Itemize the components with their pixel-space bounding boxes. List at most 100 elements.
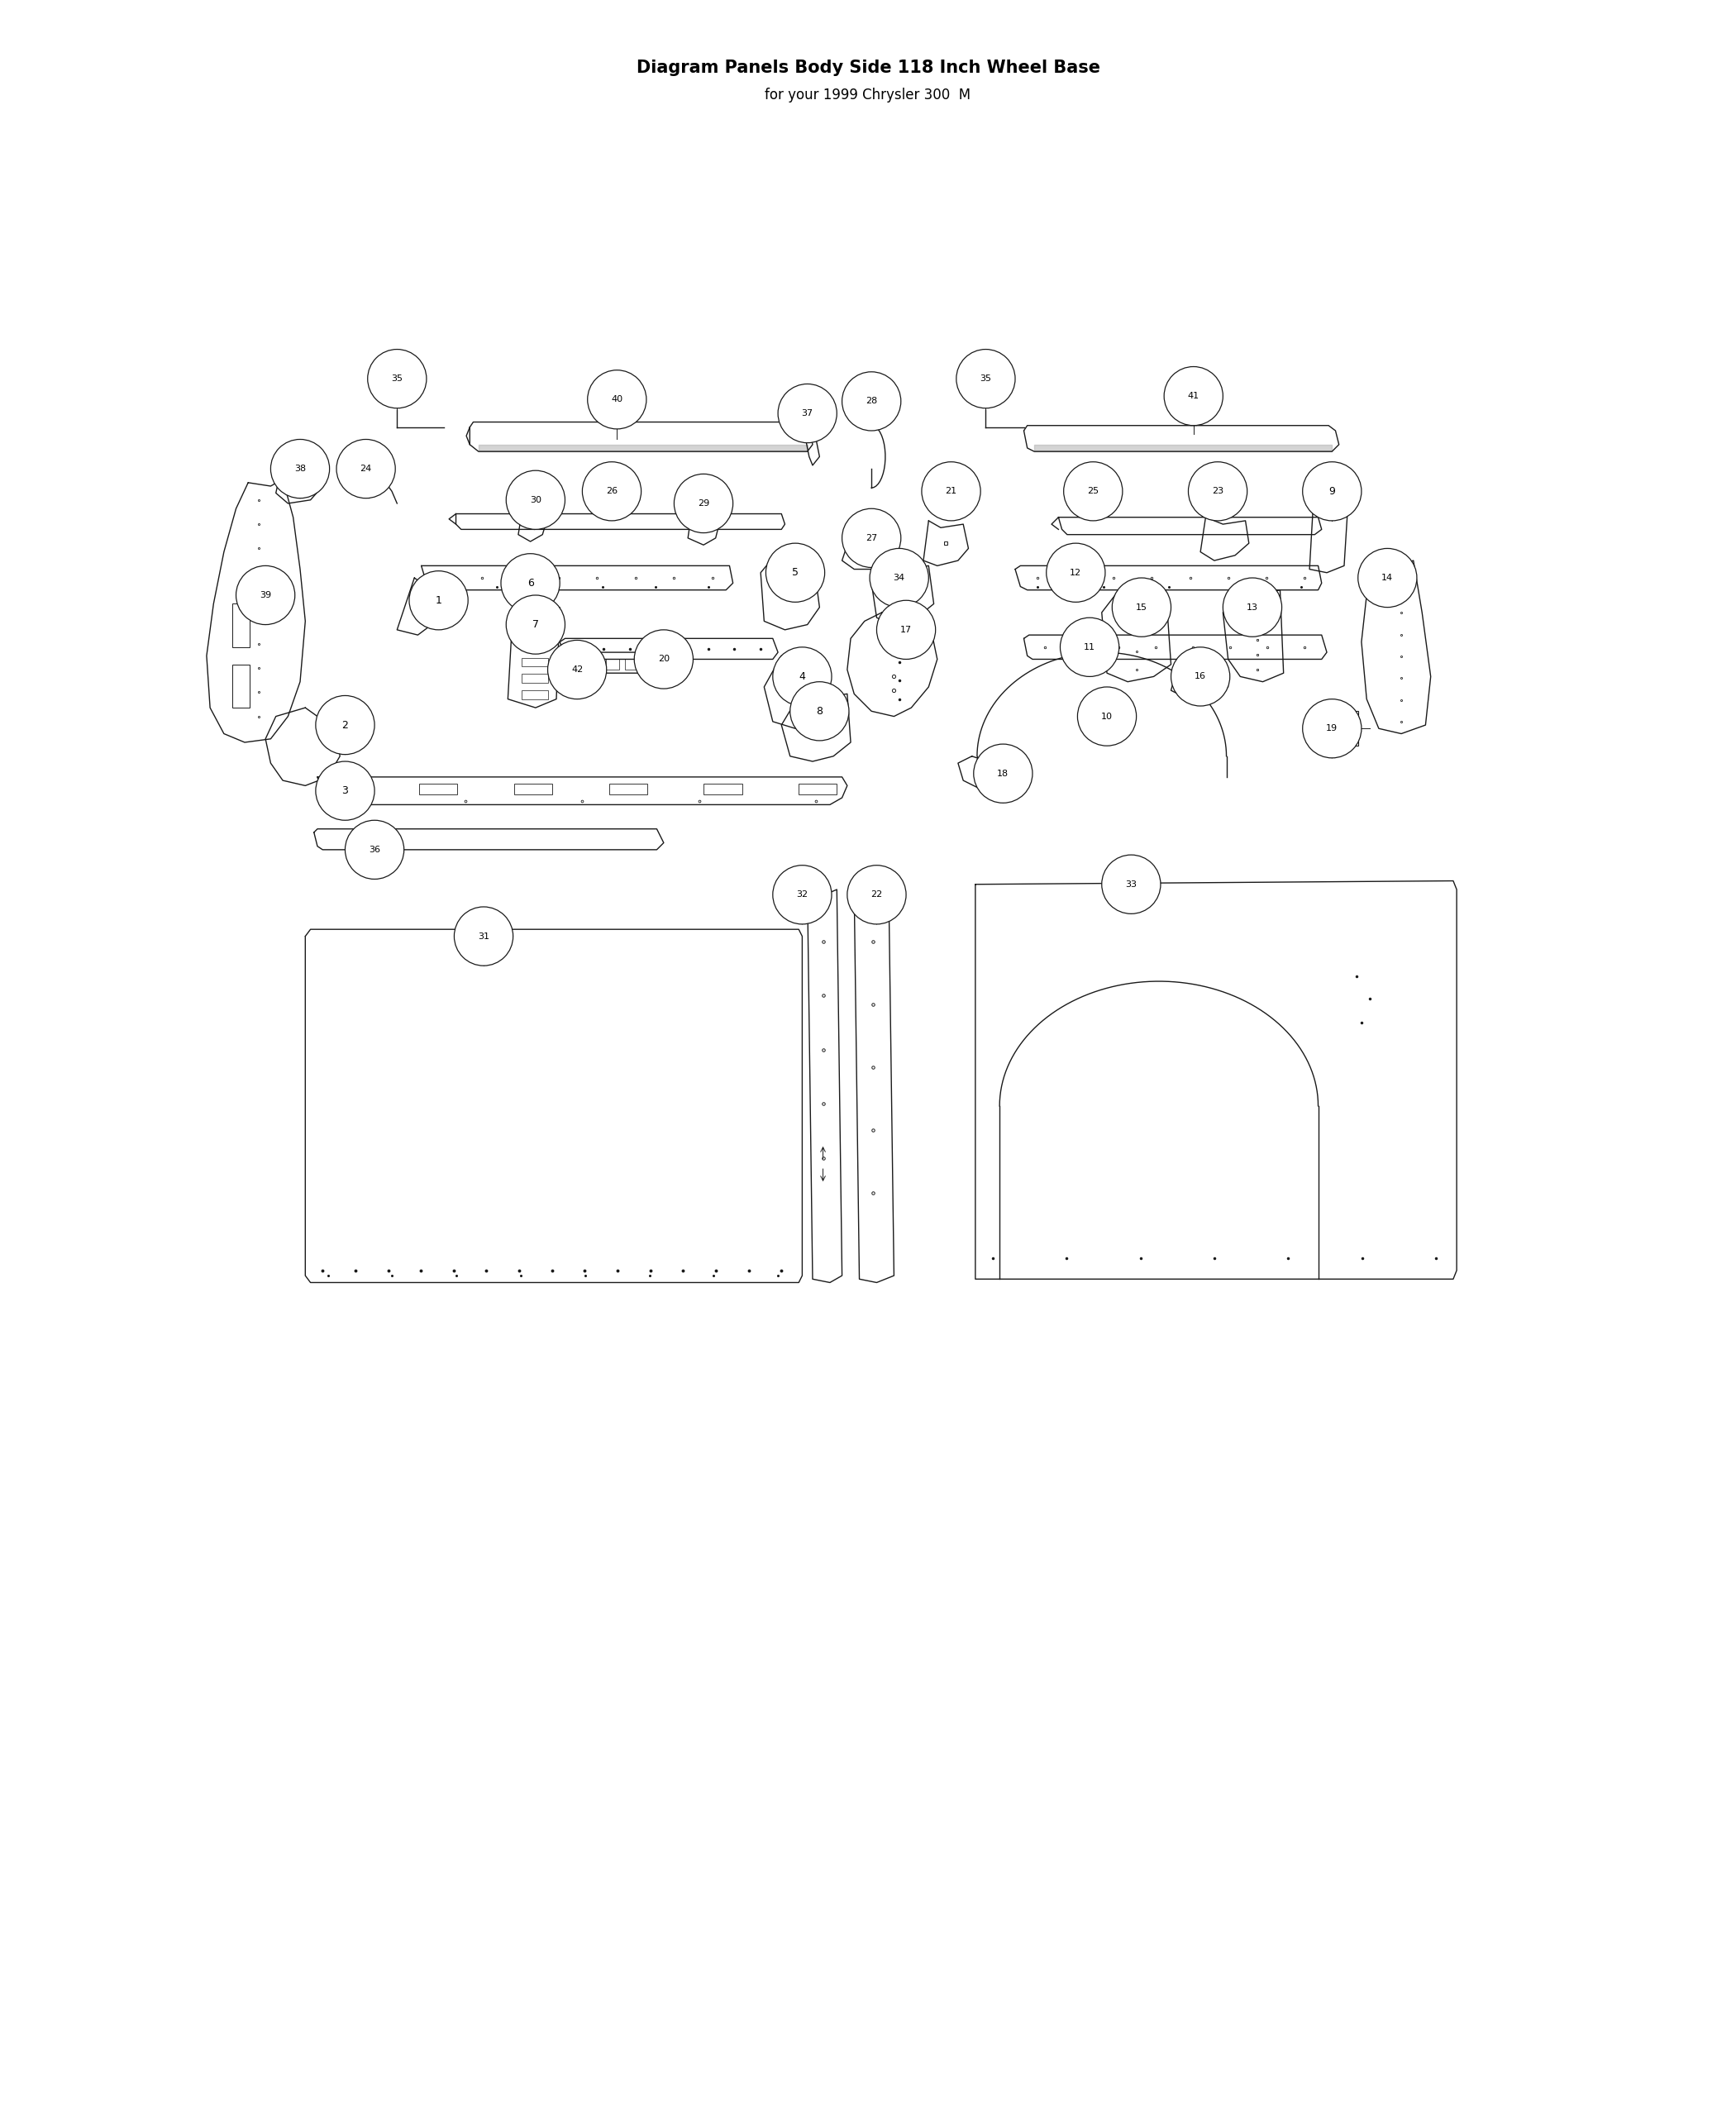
Circle shape (1113, 578, 1172, 637)
Circle shape (773, 647, 832, 706)
Circle shape (1302, 700, 1361, 759)
Circle shape (1064, 462, 1123, 521)
Circle shape (1165, 367, 1222, 426)
Text: 22: 22 (871, 890, 882, 898)
Circle shape (766, 544, 825, 603)
FancyBboxPatch shape (523, 658, 547, 666)
Text: 35: 35 (391, 375, 403, 384)
Text: 34: 34 (894, 573, 904, 582)
FancyBboxPatch shape (799, 784, 837, 795)
Circle shape (345, 820, 404, 879)
FancyBboxPatch shape (1321, 719, 1351, 740)
Text: 6: 6 (528, 578, 533, 588)
FancyBboxPatch shape (523, 641, 547, 649)
FancyBboxPatch shape (609, 784, 648, 795)
Text: 18: 18 (996, 769, 1009, 778)
Circle shape (455, 906, 514, 965)
Circle shape (316, 696, 375, 755)
Circle shape (410, 571, 469, 630)
FancyBboxPatch shape (233, 664, 250, 708)
Circle shape (1172, 647, 1229, 706)
Text: 30: 30 (529, 495, 542, 504)
Text: 28: 28 (866, 396, 877, 405)
Circle shape (870, 548, 929, 607)
Text: 4: 4 (799, 670, 806, 681)
Text: 29: 29 (698, 500, 710, 508)
Circle shape (1222, 578, 1281, 637)
Circle shape (582, 462, 641, 521)
FancyBboxPatch shape (587, 660, 601, 670)
Circle shape (847, 864, 906, 923)
Circle shape (1302, 462, 1361, 521)
Text: Diagram Panels Body Side 118 Inch Wheel Base: Diagram Panels Body Side 118 Inch Wheel … (635, 59, 1101, 76)
Text: 8: 8 (816, 706, 823, 717)
Circle shape (778, 384, 837, 443)
FancyBboxPatch shape (523, 691, 547, 700)
Circle shape (236, 565, 295, 624)
Circle shape (634, 630, 693, 689)
FancyBboxPatch shape (1314, 710, 1358, 746)
FancyBboxPatch shape (325, 784, 363, 795)
Text: for your 1999 Chrysler 300  M: for your 1999 Chrysler 300 M (766, 86, 970, 103)
Circle shape (316, 761, 375, 820)
Text: 21: 21 (946, 487, 957, 495)
Circle shape (587, 371, 646, 428)
Circle shape (1061, 618, 1120, 677)
Circle shape (337, 438, 396, 497)
Text: 13: 13 (1246, 603, 1259, 611)
Text: 15: 15 (1135, 603, 1147, 611)
Text: 1: 1 (436, 594, 443, 605)
FancyBboxPatch shape (523, 626, 547, 635)
Circle shape (368, 350, 427, 409)
Text: 23: 23 (1212, 487, 1224, 495)
Text: 27: 27 (866, 533, 877, 542)
Text: 36: 36 (368, 845, 380, 854)
Circle shape (1189, 462, 1246, 521)
FancyBboxPatch shape (233, 603, 250, 647)
Circle shape (507, 594, 564, 653)
Circle shape (790, 681, 849, 740)
Circle shape (922, 462, 981, 521)
Circle shape (547, 641, 606, 700)
Text: 39: 39 (260, 590, 271, 599)
Circle shape (842, 508, 901, 567)
FancyBboxPatch shape (523, 675, 547, 683)
FancyBboxPatch shape (625, 660, 639, 670)
Text: 33: 33 (1125, 881, 1137, 887)
FancyBboxPatch shape (703, 784, 741, 795)
Circle shape (1047, 544, 1106, 603)
Text: 5: 5 (792, 567, 799, 578)
Text: 40: 40 (611, 396, 623, 403)
Text: 17: 17 (901, 626, 911, 635)
Text: 9: 9 (1328, 487, 1335, 497)
FancyBboxPatch shape (566, 660, 580, 670)
Text: 7: 7 (533, 620, 538, 630)
Text: 12: 12 (1069, 569, 1082, 578)
FancyBboxPatch shape (644, 660, 658, 670)
Text: 41: 41 (1187, 392, 1200, 401)
Circle shape (957, 350, 1016, 409)
Text: 14: 14 (1382, 573, 1394, 582)
Circle shape (773, 864, 832, 923)
FancyBboxPatch shape (514, 784, 552, 795)
FancyBboxPatch shape (606, 660, 620, 670)
Text: 2: 2 (342, 719, 349, 729)
FancyBboxPatch shape (523, 609, 547, 618)
Circle shape (974, 744, 1033, 803)
Text: 19: 19 (1326, 725, 1338, 734)
Text: 20: 20 (658, 656, 670, 664)
Text: 31: 31 (477, 932, 490, 940)
Text: 42: 42 (571, 666, 583, 675)
Circle shape (507, 470, 564, 529)
Circle shape (1102, 856, 1161, 913)
Text: 25: 25 (1087, 487, 1099, 495)
Text: 37: 37 (802, 409, 812, 417)
Text: 3: 3 (342, 786, 349, 797)
Circle shape (877, 601, 936, 660)
Circle shape (271, 438, 330, 497)
Text: 26: 26 (606, 487, 618, 495)
Text: 10: 10 (1101, 713, 1113, 721)
Text: 38: 38 (295, 464, 306, 472)
Text: 32: 32 (797, 890, 807, 898)
FancyBboxPatch shape (418, 784, 457, 795)
